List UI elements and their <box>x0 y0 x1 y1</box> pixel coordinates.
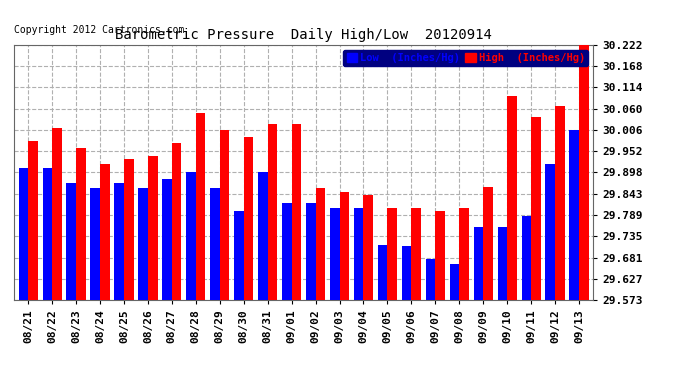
Bar <box>411 208 421 300</box>
Bar <box>90 188 100 300</box>
Bar <box>402 246 411 300</box>
Bar <box>28 141 38 300</box>
Bar <box>100 164 110 300</box>
Bar <box>387 208 397 300</box>
Bar <box>186 171 196 300</box>
Bar <box>76 148 86 300</box>
Bar <box>66 183 76 300</box>
Bar <box>507 96 517 300</box>
Bar <box>282 203 292 300</box>
Bar <box>354 208 364 300</box>
Title: Barometric Pressure  Daily High/Low  20120914: Barometric Pressure Daily High/Low 20120… <box>115 28 492 42</box>
Bar <box>339 192 349 300</box>
Bar <box>364 195 373 300</box>
Bar <box>138 188 148 300</box>
Bar <box>546 165 555 300</box>
Bar <box>426 259 435 300</box>
Bar <box>315 188 325 300</box>
Bar <box>531 117 541 300</box>
Bar <box>19 168 28 300</box>
Bar <box>497 226 507 300</box>
Bar <box>196 112 206 300</box>
Bar <box>378 245 387 300</box>
Bar <box>148 156 157 300</box>
Bar <box>579 45 589 300</box>
Bar <box>450 264 460 300</box>
Bar <box>306 203 315 300</box>
Bar <box>43 168 52 300</box>
Bar <box>220 130 229 300</box>
Bar <box>435 211 445 300</box>
Bar <box>569 130 579 300</box>
Text: Copyright 2012 Cartronics.com: Copyright 2012 Cartronics.com <box>14 25 184 35</box>
Bar <box>522 216 531 300</box>
Legend: Low  (Inches/Hg), High  (Inches/Hg): Low (Inches/Hg), High (Inches/Hg) <box>344 50 588 66</box>
Bar <box>244 137 253 300</box>
Bar <box>124 159 134 300</box>
Bar <box>483 187 493 300</box>
Bar <box>234 211 244 300</box>
Bar <box>460 208 469 300</box>
Bar <box>473 226 483 300</box>
Bar <box>162 179 172 300</box>
Bar <box>292 124 302 300</box>
Bar <box>52 128 61 300</box>
Bar <box>555 105 564 300</box>
Bar <box>115 183 124 300</box>
Bar <box>210 188 220 300</box>
Bar <box>172 143 181 300</box>
Bar <box>330 208 339 300</box>
Bar <box>268 124 277 300</box>
Bar <box>258 172 268 300</box>
